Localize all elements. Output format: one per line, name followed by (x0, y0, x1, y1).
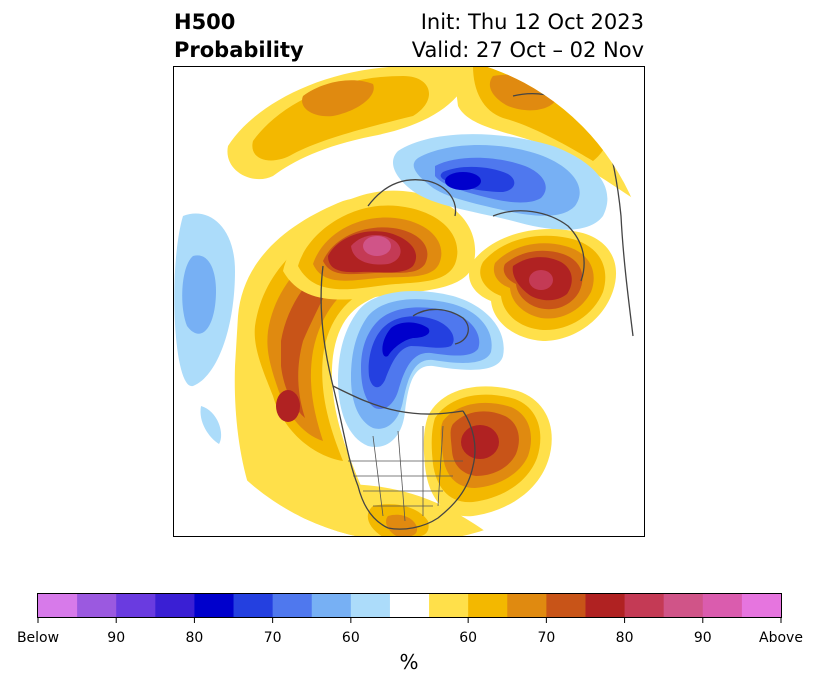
colorbar-cell (585, 594, 626, 618)
colorbar-cell (624, 594, 665, 618)
probability-map (173, 66, 645, 537)
colorbar-cell (311, 594, 352, 618)
colorbar-cell (702, 594, 743, 618)
colorbar-frame (37, 593, 782, 618)
title-product: Probability (174, 38, 304, 62)
colorbar-cell (272, 594, 313, 618)
colorbar-cell (116, 594, 156, 618)
title-variable: H500 (174, 10, 236, 34)
coastlines (320, 93, 634, 530)
colorbar-tick-label: Below (17, 630, 59, 646)
siberia-above-anomaly (469, 229, 617, 341)
pacific-below-anomaly (174, 213, 235, 444)
colorbar-tick-label: 60 (459, 630, 477, 646)
colorbar-tick-label: 70 (264, 630, 282, 646)
colorbar-tick-label: 80 (186, 630, 204, 646)
colorbar-tick-label: Above (759, 630, 803, 646)
colorbar-tick-label: 60 (342, 630, 360, 646)
colorbar-cell (741, 594, 782, 618)
colorbar-cell (233, 594, 274, 618)
colorbar-cell (389, 594, 430, 618)
colorbar-cell (663, 594, 704, 618)
arctic-below-anomaly (393, 134, 608, 230)
chart-title-left: H500 Probability (174, 8, 304, 64)
colorbar-cell (546, 594, 586, 618)
colorbar-tick-label: 90 (694, 630, 712, 646)
greenland-above-anomaly (283, 190, 476, 300)
eastern-us-above-anomaly (423, 386, 552, 517)
colorbar-cell (468, 594, 508, 618)
colorbar-ticks: Below 90 80 70 60 60 70 80 90 Above (17, 618, 803, 646)
chart-title-right: Init: Thu 12 Oct 2023 Valid: 27 Oct – 02… (412, 8, 644, 64)
colorbar-cell (38, 594, 78, 618)
colorbar-cell (429, 594, 469, 618)
canada-below-anomaly (338, 291, 504, 447)
colorbar-tick-label: 70 (537, 630, 555, 646)
colorbar-cell (507, 594, 547, 618)
colorbar-cell (194, 594, 235, 618)
south-above-anomaly (299, 484, 493, 537)
title-valid-range: Valid: 27 Oct – 02 Nov (411, 38, 644, 62)
colorbar-cell (77, 594, 117, 618)
pacific-top-above-anomaly (227, 66, 473, 180)
colorbar-cells (38, 594, 782, 618)
map-frame (173, 66, 645, 537)
colorbar-cell (155, 594, 195, 618)
colorbar-unit-label: % (399, 650, 418, 674)
colorbar-tick-label: 80 (616, 630, 634, 646)
colorbar-tick-label: 90 (107, 630, 125, 646)
state-borders (348, 425, 463, 522)
colorbar-cell (350, 594, 391, 618)
colorbar: Below 90 80 70 60 60 70 80 90 Above % (17, 593, 803, 674)
title-init-date: Init: Thu 12 Oct 2023 (420, 10, 644, 34)
